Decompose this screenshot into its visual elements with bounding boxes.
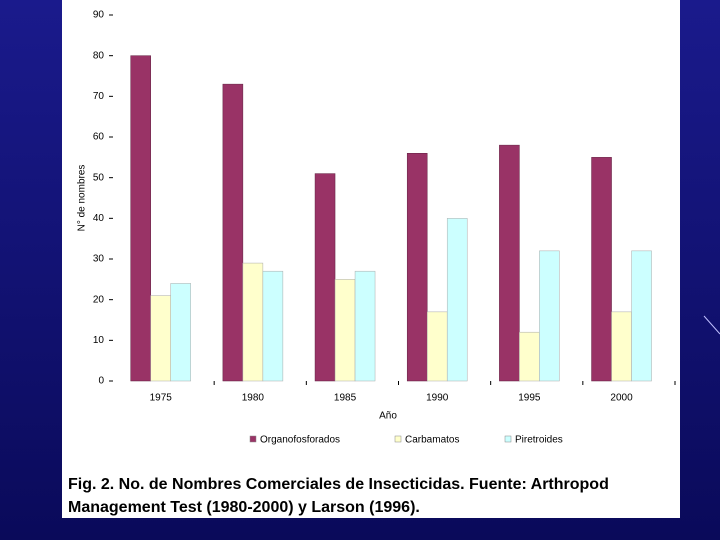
bar [354,270,376,382]
bar [611,311,632,382]
bar [426,311,448,382]
legend-swatch [249,435,257,443]
y-tick-label: 80 [93,50,105,61]
bar [591,157,612,382]
caption: Fig. 2. No. de Nombres Comerciales de In… [68,476,609,493]
bar [130,55,151,382]
y-tick-label: 40 [93,213,105,224]
y-tick-label: 60 [93,132,105,143]
y-tick-label: 70 [93,91,105,102]
y-tick-label: 0 [98,376,104,387]
x-tick-label: 1975 [150,393,173,404]
bar [499,144,520,382]
legend-label: Piretroides [515,435,563,446]
bar [446,218,468,382]
bar [539,250,560,382]
bar [222,83,244,382]
legend-swatch [504,435,512,443]
decoration [703,315,720,335]
y-tick-label: 50 [93,172,105,183]
x-tick-label: 2000 [610,393,633,404]
legend-label: Carbamatos [405,435,459,446]
x-axis-label: Año [379,411,397,422]
legend-swatch [394,435,402,443]
bar [334,279,356,382]
y-axis-label: N° de nombres [77,165,88,232]
y-tick-label: 10 [93,335,105,346]
y-tick-label: 90 [93,10,105,21]
legend-label: Organofosforados [260,435,340,446]
bar [631,250,652,382]
bar [170,283,191,382]
bar [519,331,540,382]
x-tick-label: 1980 [242,393,265,404]
bar [242,262,264,382]
bar [150,295,171,382]
x-tick-label: 1985 [334,393,357,404]
panel [62,0,680,518]
caption: Management Test (1980-2000) y Larson (19… [68,499,420,516]
x-tick-label: 1995 [518,393,541,404]
y-tick-label: 30 [93,254,105,265]
bar [262,270,284,382]
y-tick-label: 20 [93,294,105,305]
bar [406,153,428,382]
x-tick-label: 1990 [426,393,449,404]
bar [314,173,336,382]
